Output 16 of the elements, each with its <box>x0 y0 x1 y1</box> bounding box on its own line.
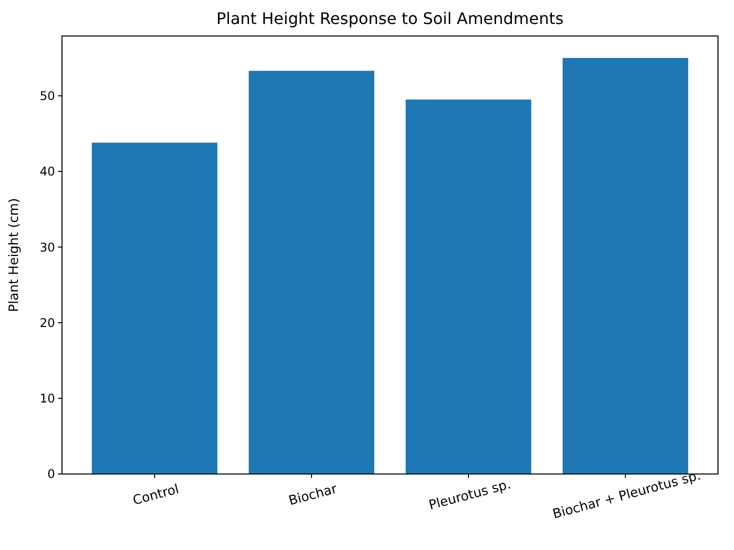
y-axis-title: Plant Height (cm) <box>7 198 22 312</box>
bar <box>92 142 218 474</box>
y-tick-label: 50 <box>40 88 55 103</box>
y-tick-label: 20 <box>40 316 55 330</box>
x-tick-label: Biochar <box>287 482 340 510</box>
y-tick-label: 10 <box>40 392 55 406</box>
x-tick-label: Biochar + Pleurotus sp. <box>551 468 702 522</box>
y-tick-label: 40 <box>40 164 55 179</box>
bar <box>248 70 374 474</box>
bar <box>562 58 688 474</box>
x-tick-label: Pleurotus sp. <box>427 477 512 514</box>
y-tick-label: 0 <box>47 467 55 482</box>
y-tick-label: 30 <box>40 240 55 254</box>
x-tick-label: Control <box>131 482 181 509</box>
chart-title: Plant Height Response to Soil Amendments <box>216 9 564 28</box>
bar <box>406 100 532 474</box>
